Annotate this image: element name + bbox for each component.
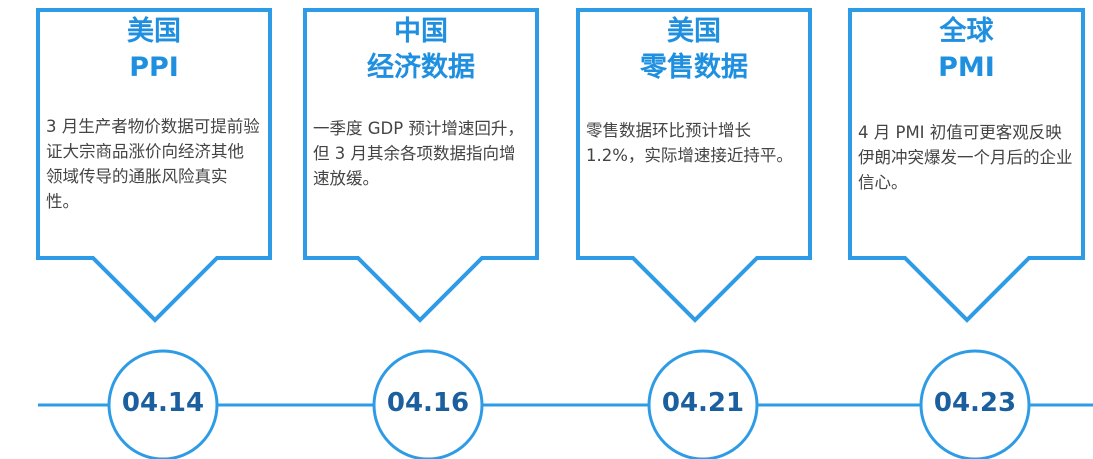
item-body: 一季度 GDP 预计增速回升，但 3 月其余各项数据指向增速放缓。 <box>313 119 524 188</box>
title-line: 美国 <box>667 16 721 47</box>
item-body: 4 月 PMI 初值可更客观反映伊朗冲突爆发一个月后的企业信心。 <box>858 123 1073 192</box>
item-body: 零售数据环比预计增长 1.2%，实际增速接近持平。 <box>586 121 793 165</box>
date-circle <box>919 349 1031 459</box>
item-title: 美国 零售数据 <box>578 14 810 86</box>
item-date: 04.23 <box>933 388 1017 418</box>
item-title: 中国 经济数据 <box>305 14 537 86</box>
item-body: 3 月生产者物价数据可提前验证大宗商品涨价向经济其他领域传导的通胀风险真实性。 <box>46 117 260 211</box>
callout-box <box>848 8 1085 323</box>
date-circle <box>107 349 219 459</box>
item-date: 04.14 <box>121 388 205 418</box>
date-circle <box>647 349 759 459</box>
date-circle <box>372 349 484 459</box>
item-date: 04.21 <box>661 388 745 418</box>
item-title: 美国 PPI <box>38 14 270 86</box>
callout-box <box>303 8 539 323</box>
callout-box <box>576 8 812 323</box>
title-line: 中国 <box>394 16 448 47</box>
title-line: 全球 <box>939 16 994 47</box>
title-line: 美国 <box>127 16 181 47</box>
title-line: 经济数据 <box>367 52 475 83</box>
title-line: PMI <box>938 52 995 83</box>
item-date: 04.16 <box>386 388 470 418</box>
title-line: PPI <box>129 52 179 83</box>
title-line: 零售数据 <box>640 52 748 83</box>
callout-box <box>36 8 272 323</box>
item-title: 全球 PMI <box>850 14 1083 86</box>
